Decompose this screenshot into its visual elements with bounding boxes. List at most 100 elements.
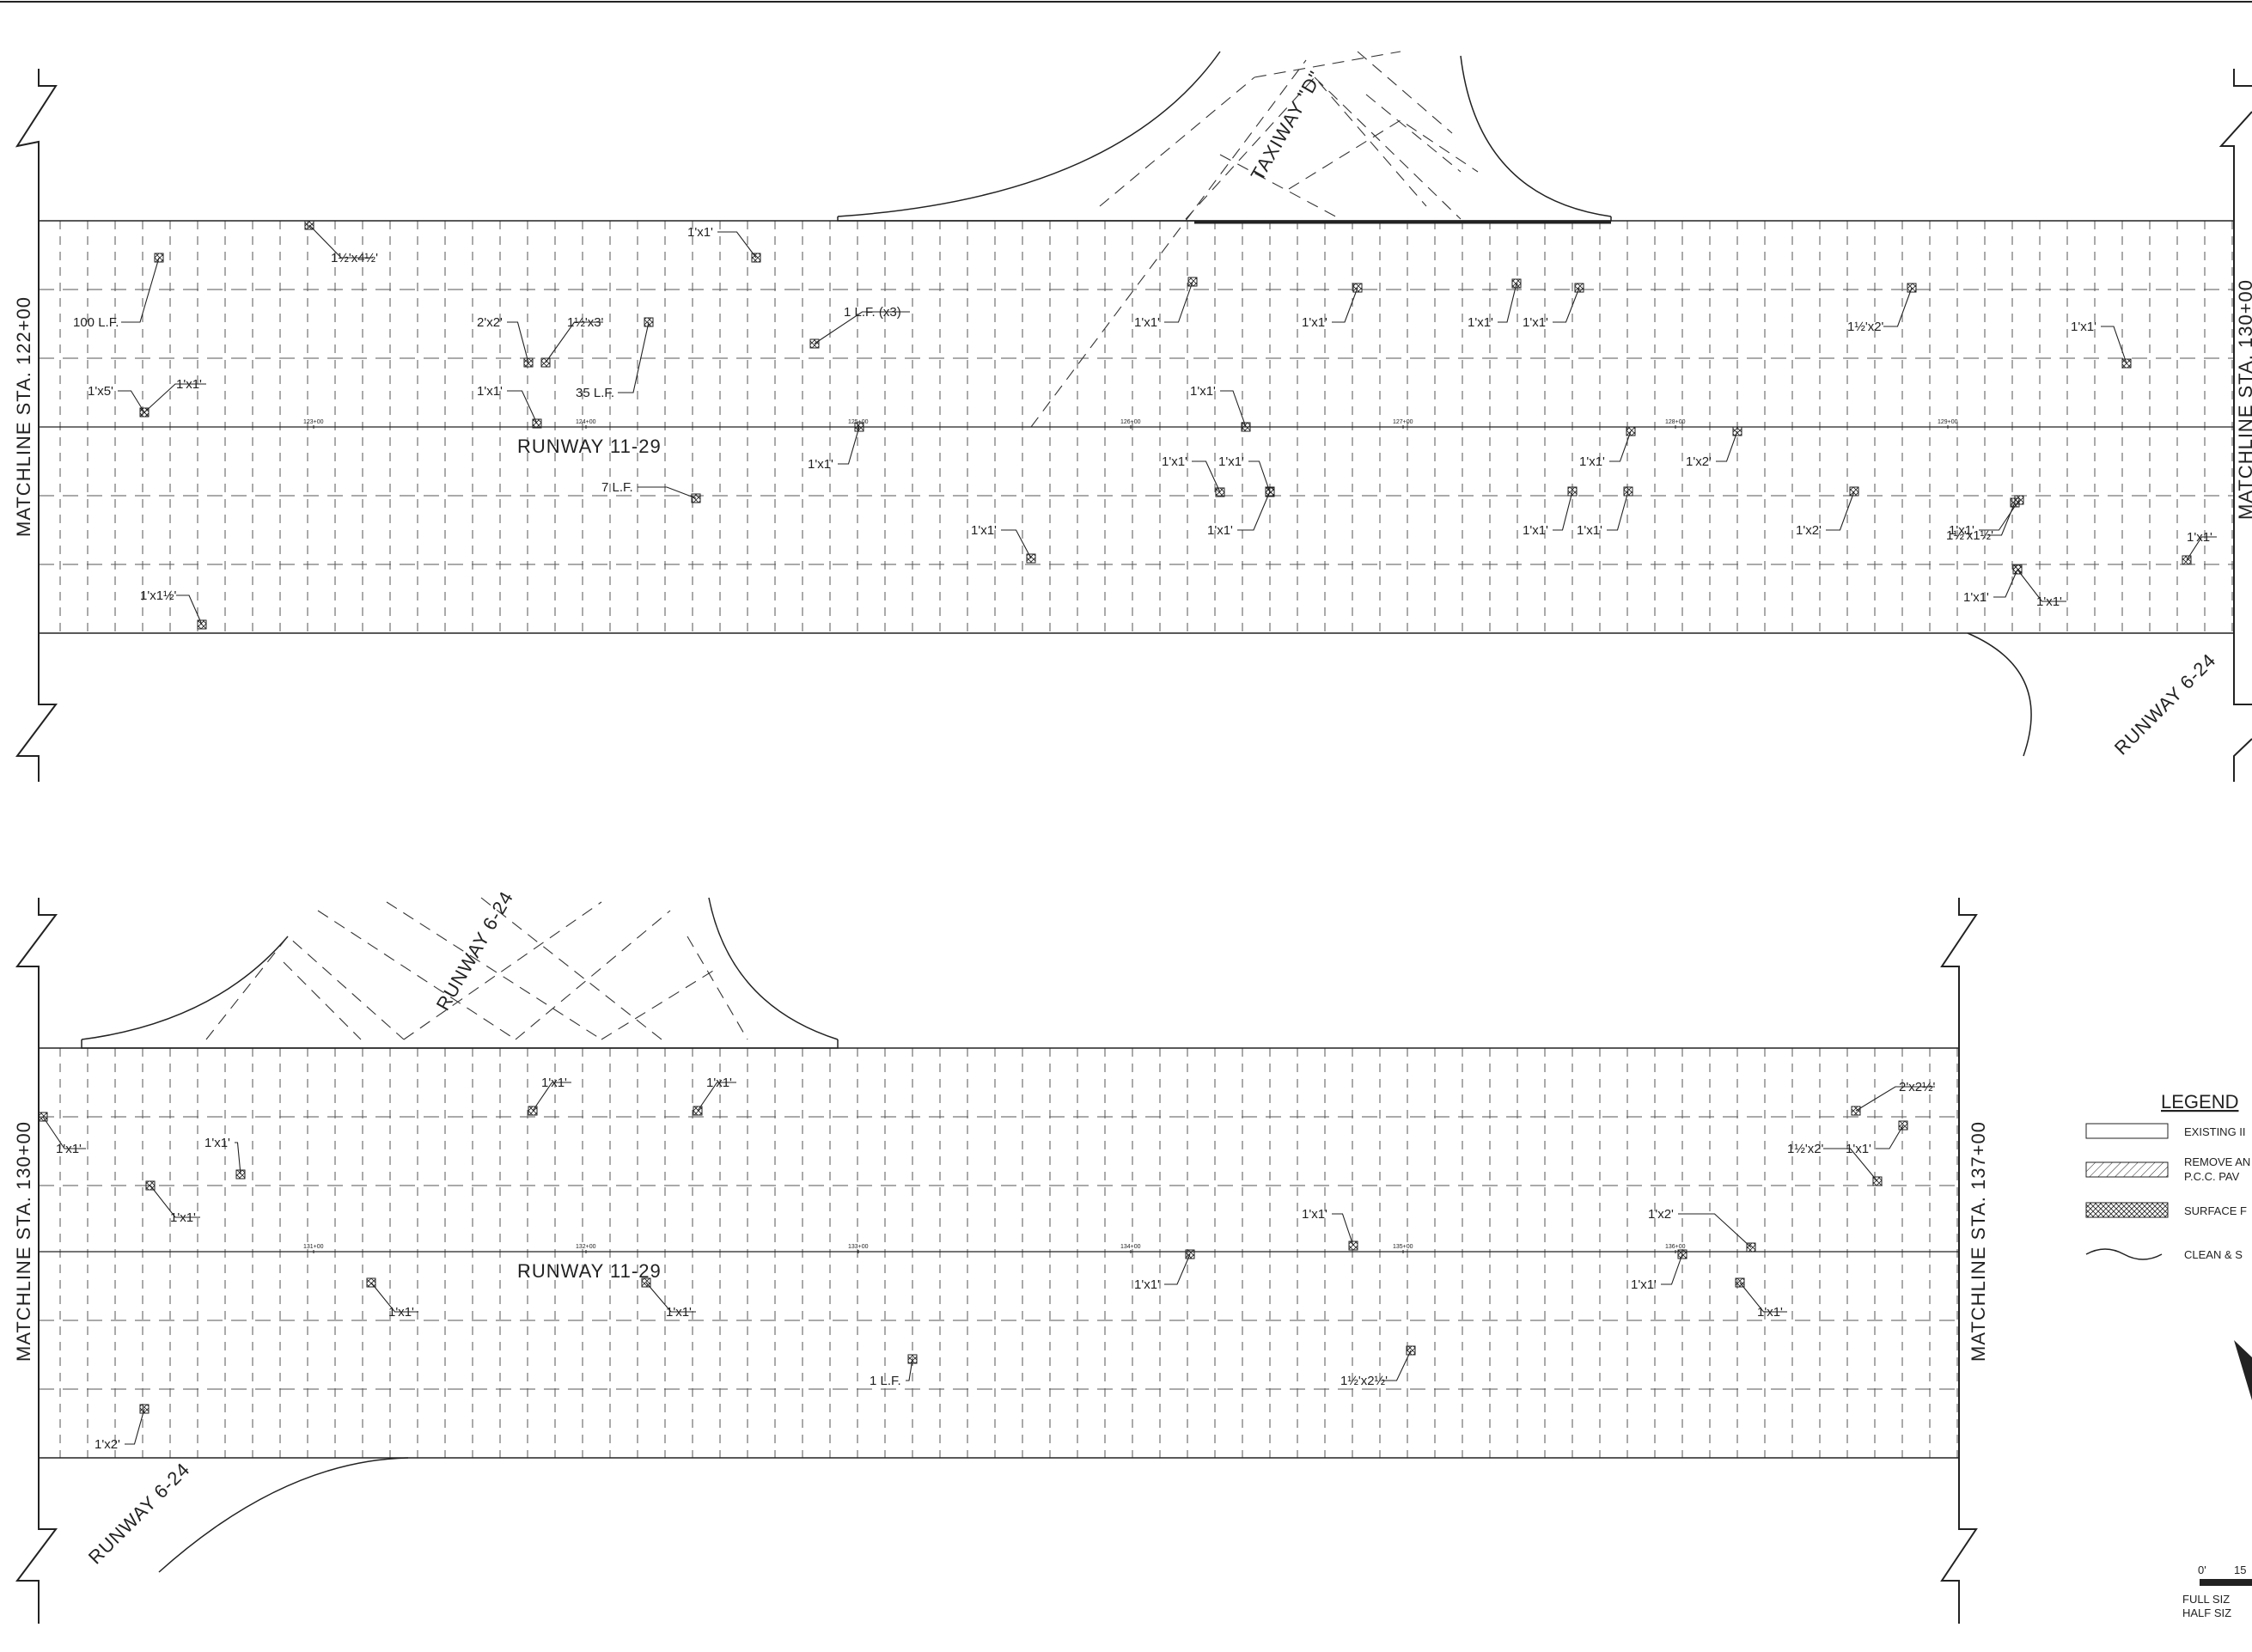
repair-callout-label: 1'x1' [808, 457, 833, 472]
repair-callout-label: 1'x1' [1302, 1207, 1327, 1222]
repair-callout-label: 1'x1' [1577, 523, 1602, 538]
repair-callout-label: 1'x1' [1949, 523, 1974, 538]
taxiway-d-label: TAXIWAY "D" [1247, 67, 1327, 184]
station-label: 126+00 [1120, 419, 1141, 425]
runway-6-24-joints-lower [205, 897, 748, 1040]
repair-callout-label: 1'x1' [1757, 1305, 1783, 1320]
repair-callout-label: 1'x1' [170, 1210, 196, 1225]
repair-callout-label: 1'x1' [388, 1305, 414, 1320]
graphic-scale: 0' 15 FULL SIZ HALF SIZ [2182, 1564, 2252, 1619]
repair-callout-label: 2'x2½' [1899, 1080, 1936, 1094]
svg-text:FULL SIZ: FULL SIZ [2182, 1593, 2230, 1606]
repair-callout-label: 1'x1' [1963, 590, 1989, 605]
repair-callout-label: 1'x2' [1686, 454, 1712, 469]
legend-title: LEGEND [2161, 1091, 2238, 1113]
matchline-label-upper-right: MATCHLINE STA. 130+00 [2235, 279, 2252, 520]
lower-right-matchline-break [1940, 898, 1978, 1624]
repair-callout-label: 1½'x3' [567, 315, 604, 330]
station-label: 129+00 [1938, 419, 1958, 425]
repair-callout-label: 1'x1' [56, 1142, 82, 1156]
taxiway-d-fillet [837, 51, 1612, 222]
repair-callout-label: 1'x1' [1190, 384, 1216, 399]
repair-callout-label: 1'x1' [541, 1076, 567, 1090]
upper-plan-view: TAXIWAY "D" RUNWAY 6-24 RUNWAY 11-29 123… [13, 51, 2252, 782]
repair-callout-label: 1'x1' [1218, 454, 1244, 469]
runway-6-24-fillet-upper [1967, 632, 2032, 757]
runway-11-29-label-lower: RUNWAY 11-29 [517, 1260, 662, 1282]
legend-item-clean: CLEAN & S [2184, 1248, 2243, 1261]
station-label: 133+00 [848, 1244, 869, 1250]
repair-callout-label: 1'x1' [687, 225, 713, 240]
station-label: 123+00 [303, 419, 324, 425]
legend-item-remove: REMOVE AN [2184, 1155, 2250, 1168]
repair-callout-label: 1'x1' [1162, 454, 1187, 469]
repair-callout-label: 1'x1' [1468, 315, 1493, 330]
station-label: 124+00 [576, 419, 596, 425]
repair-callout-label: 35 L.F. [576, 386, 614, 400]
station-label: 127+00 [1393, 419, 1413, 425]
runway-6-24-label-lower-left: RUNWAY 6-24 [84, 1458, 194, 1568]
legend-item-surface: SURFACE F [2184, 1204, 2247, 1217]
station-label: 135+00 [1393, 1244, 1413, 1250]
lower-plan-view: RUNWAY 6-24 RUNWAY 6-24 RUNWAY 11-29 131… [13, 887, 1989, 1624]
repair-callout-label: 1'x2' [1648, 1207, 1674, 1222]
upper-right-matchline-break [2218, 69, 2252, 782]
north-arrow-icon [2234, 1340, 2252, 1400]
legend-item-existing: EXISTING II [2184, 1125, 2246, 1138]
lower-slab-grid [39, 1048, 1959, 1458]
upper-left-matchline-break [15, 69, 58, 782]
repair-callout-label: 100 L.F. [73, 315, 119, 330]
repair-callout-label: 1'x1' [706, 1076, 732, 1090]
repair-callout-label: 1'x1' [666, 1305, 692, 1320]
repair-callout-label: 1½'x2½' [1340, 1374, 1388, 1388]
repair-callout-label: 1½'x1½' [1946, 528, 1993, 543]
repair-callout-label: 1'x1' [1846, 1142, 1871, 1156]
repair-callout-label: 1'x1' [2187, 530, 2212, 545]
repair-callout-label: 7 L.F. [601, 480, 633, 495]
repair-callout-label: 1½'x2' [1847, 320, 1884, 334]
repair-callout-label: 1½'x2' [1787, 1142, 1824, 1156]
runway-6-24-label-lower-crossing: RUNWAY 6-24 [432, 887, 518, 1015]
matchline-label-lower-right: MATCHLINE STA. 137+00 [1968, 1121, 1989, 1362]
repair-callout-label: 1'x1½' [140, 588, 177, 603]
station-label: 134+00 [1120, 1244, 1141, 1250]
repair-callout-label: 1'x1' [176, 377, 202, 392]
svg-text:HALF SIZ: HALF SIZ [2182, 1606, 2231, 1619]
repair-callout-label: 1'x2' [1796, 523, 1822, 538]
repair-callout-label: 1'x1' [1134, 1277, 1160, 1292]
taxiway-d-joints [1030, 51, 1479, 428]
repair-callout-label: 1'x2' [95, 1437, 120, 1452]
repair-callout-label: 1'x1' [477, 384, 503, 399]
repair-callout-label: 1'x1' [2036, 594, 2062, 609]
repair-callout-label: 1'x1' [1523, 315, 1548, 330]
station-label: 131+00 [303, 1244, 324, 1250]
repair-callout-label: 1'x1' [1523, 523, 1548, 538]
matchline-label-upper-left: MATCHLINE STA. 122+00 [13, 296, 34, 537]
repair-callout-label: 1'x1' [1134, 315, 1160, 330]
lower-repair-callouts: 1'x1' 1'x1' 2'x2½' 1'x1' 1'x1' 1½'x2' 1'x1' 1'x… [38, 1076, 1936, 1452]
repair-callout-label: 1'x1' [2071, 320, 2096, 334]
lower-left-matchline-break [15, 898, 58, 1624]
repair-callout-label: 1'x1' [204, 1136, 230, 1150]
svg-text:0': 0' [2198, 1564, 2206, 1576]
legend: LEGEND EXISTING II REMOVE AN P.C.C. PAV … [2085, 1091, 2252, 1400]
repair-callout-label: 1'x1' [971, 523, 997, 538]
repair-callout-label: 1'x1' [1302, 315, 1327, 330]
runway-6-24-fillet-lower [81, 897, 839, 1049]
repair-callout-label: 1 L.F. (x3) [844, 305, 901, 320]
legend-item-pcc: P.C.C. PAV [2184, 1170, 2240, 1183]
repair-callout-label: 1 L.F. [870, 1374, 901, 1388]
repair-callout-label: 1'x1' [1631, 1277, 1657, 1292]
upper-repair-callouts: 1½'x4½' 100 L.F. 1'x1' 2'x2' 1½'x3' 35 L.F. 1 … [73, 220, 2217, 630]
matchline-label-lower-left: MATCHLINE STA. 130+00 [13, 1121, 34, 1362]
station-label: 132+00 [576, 1244, 596, 1250]
repair-callout-label: 1'x1' [1579, 454, 1605, 469]
repair-callout-label: 1'x5' [88, 384, 113, 399]
runway-6-24-fillet-lower-left [158, 1457, 409, 1573]
lower-station-labels: 131+00 132+00 133+00 134+00 135+00 136+00 [303, 1244, 1686, 1253]
station-label: 136+00 [1665, 1244, 1686, 1250]
svg-text:15: 15 [2234, 1564, 2246, 1576]
repair-callout-label: 1'x1' [1207, 523, 1233, 538]
repair-callout-label: 2'x2' [477, 315, 503, 330]
